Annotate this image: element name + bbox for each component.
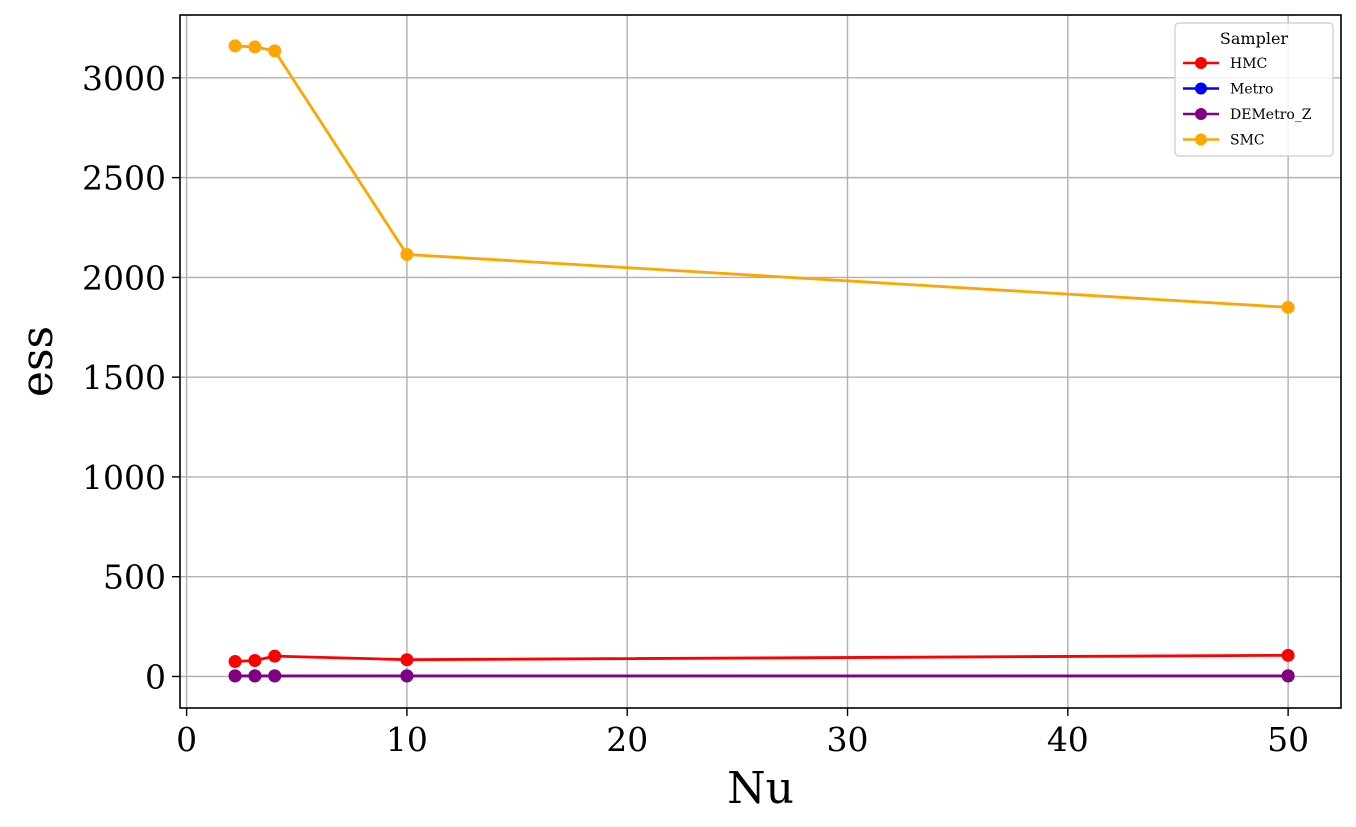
legend-marker — [1195, 82, 1207, 95]
series-smc — [228, 39, 1295, 314]
legend-marker — [1195, 108, 1207, 120]
y-tick-label: 500 — [103, 558, 166, 597]
legend-label: SMC — [1230, 133, 1265, 149]
y-tick-label: 0 — [145, 657, 166, 696]
data-point — [228, 655, 242, 669]
data-point — [248, 654, 262, 668]
y-tick-label: 1500 — [82, 358, 166, 397]
legend: Sampler HMC Metro DEMetro_Z SMC — [1174, 22, 1334, 157]
data-point — [1281, 300, 1295, 314]
x-tick-label: 20 — [606, 720, 648, 759]
plot-frame — [179, 14, 1342, 709]
legend-entry: DEMetro_Z — [1183, 107, 1312, 123]
data-point — [400, 247, 414, 261]
y-tick-label: 3000 — [82, 59, 166, 98]
x-tick-label: 50 — [1267, 720, 1309, 759]
data-point — [1281, 669, 1295, 683]
legend-marker — [1195, 133, 1207, 146]
x-tick-label: 0 — [176, 720, 197, 759]
legend-entry: SMC — [1183, 133, 1265, 149]
legend-label: Metro — [1230, 82, 1273, 98]
y-tick-label: 1000 — [82, 458, 166, 497]
legend-entry: Metro — [1183, 82, 1273, 98]
series-group — [228, 39, 1295, 683]
legend-marker — [1195, 57, 1207, 69]
data-point — [1281, 648, 1295, 662]
y-axis-label: ess — [12, 326, 63, 397]
data-point — [400, 669, 414, 683]
legend-box — [1174, 22, 1334, 157]
x-tick-label: 30 — [827, 720, 869, 759]
x-axis-label: Nu — [727, 763, 794, 814]
y-tick-label: 2000 — [82, 258, 166, 297]
data-point — [268, 649, 282, 663]
x-tick-label: 10 — [386, 720, 428, 759]
y-tick-label: 2500 — [82, 159, 166, 198]
data-point — [400, 653, 414, 667]
data-point — [248, 669, 262, 683]
x-tick-label: 40 — [1047, 720, 1089, 759]
data-point — [248, 40, 262, 54]
legend-label: DEMetro_Z — [1230, 107, 1312, 123]
legend-title: Sampler — [1220, 29, 1289, 48]
series-demetro-z — [228, 669, 1295, 683]
data-point — [228, 669, 242, 683]
series-hmc — [228, 648, 1295, 669]
data-point — [268, 44, 282, 58]
data-point — [268, 669, 282, 683]
legend-entry: HMC — [1183, 56, 1267, 72]
legend-label: HMC — [1230, 56, 1267, 72]
data-point — [228, 39, 242, 53]
